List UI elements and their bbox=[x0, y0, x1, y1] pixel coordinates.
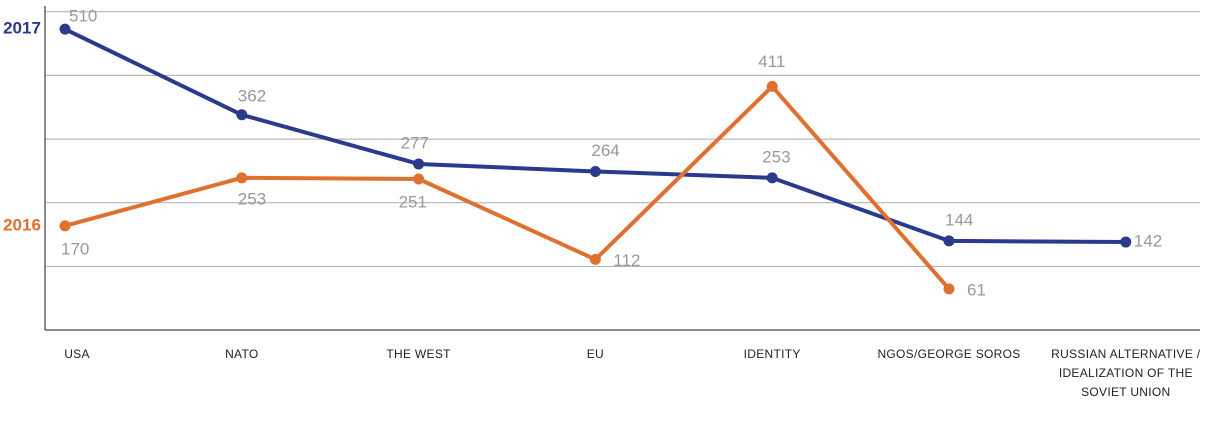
series-label: 2017 bbox=[3, 19, 41, 38]
x-tick-label: IDENTITY bbox=[743, 347, 801, 361]
x-tick-label: NGOS/GEORGE SOROS bbox=[877, 347, 1021, 361]
point bbox=[943, 283, 955, 295]
x-tick-label: NATO bbox=[225, 347, 259, 361]
data-label: 170 bbox=[61, 239, 89, 258]
point bbox=[766, 80, 778, 92]
point bbox=[59, 23, 71, 35]
point bbox=[236, 109, 248, 121]
series-label: 2016 bbox=[3, 215, 41, 234]
data-label: 253 bbox=[238, 189, 266, 208]
point bbox=[413, 158, 425, 170]
point bbox=[589, 165, 601, 177]
data-label: 362 bbox=[238, 86, 266, 105]
data-label: 411 bbox=[758, 52, 785, 71]
series-line bbox=[64, 84, 951, 291]
point bbox=[589, 253, 601, 265]
x-tick-label: RUSSIAN ALTERNATIVE / IDEALIZATION OF TH… bbox=[1051, 347, 1201, 399]
data-label: 264 bbox=[591, 141, 619, 160]
data-label: 61 bbox=[967, 280, 986, 299]
x-tick-label: EU bbox=[586, 347, 605, 361]
data-label: 112 bbox=[613, 251, 640, 270]
point bbox=[236, 172, 248, 184]
data-label: 142 bbox=[1134, 232, 1162, 251]
point bbox=[943, 235, 955, 247]
data-label: 510 bbox=[69, 7, 97, 26]
data-label: 277 bbox=[401, 133, 429, 152]
x-tick-label: USA bbox=[64, 347, 90, 361]
point bbox=[766, 172, 778, 184]
x-tick-label: THE WEST bbox=[386, 347, 451, 361]
point bbox=[413, 173, 425, 185]
point bbox=[1120, 236, 1132, 248]
data-label: 253 bbox=[762, 147, 790, 166]
data-label: 144 bbox=[945, 210, 973, 229]
point bbox=[59, 220, 71, 232]
data-label: 251 bbox=[399, 192, 427, 211]
